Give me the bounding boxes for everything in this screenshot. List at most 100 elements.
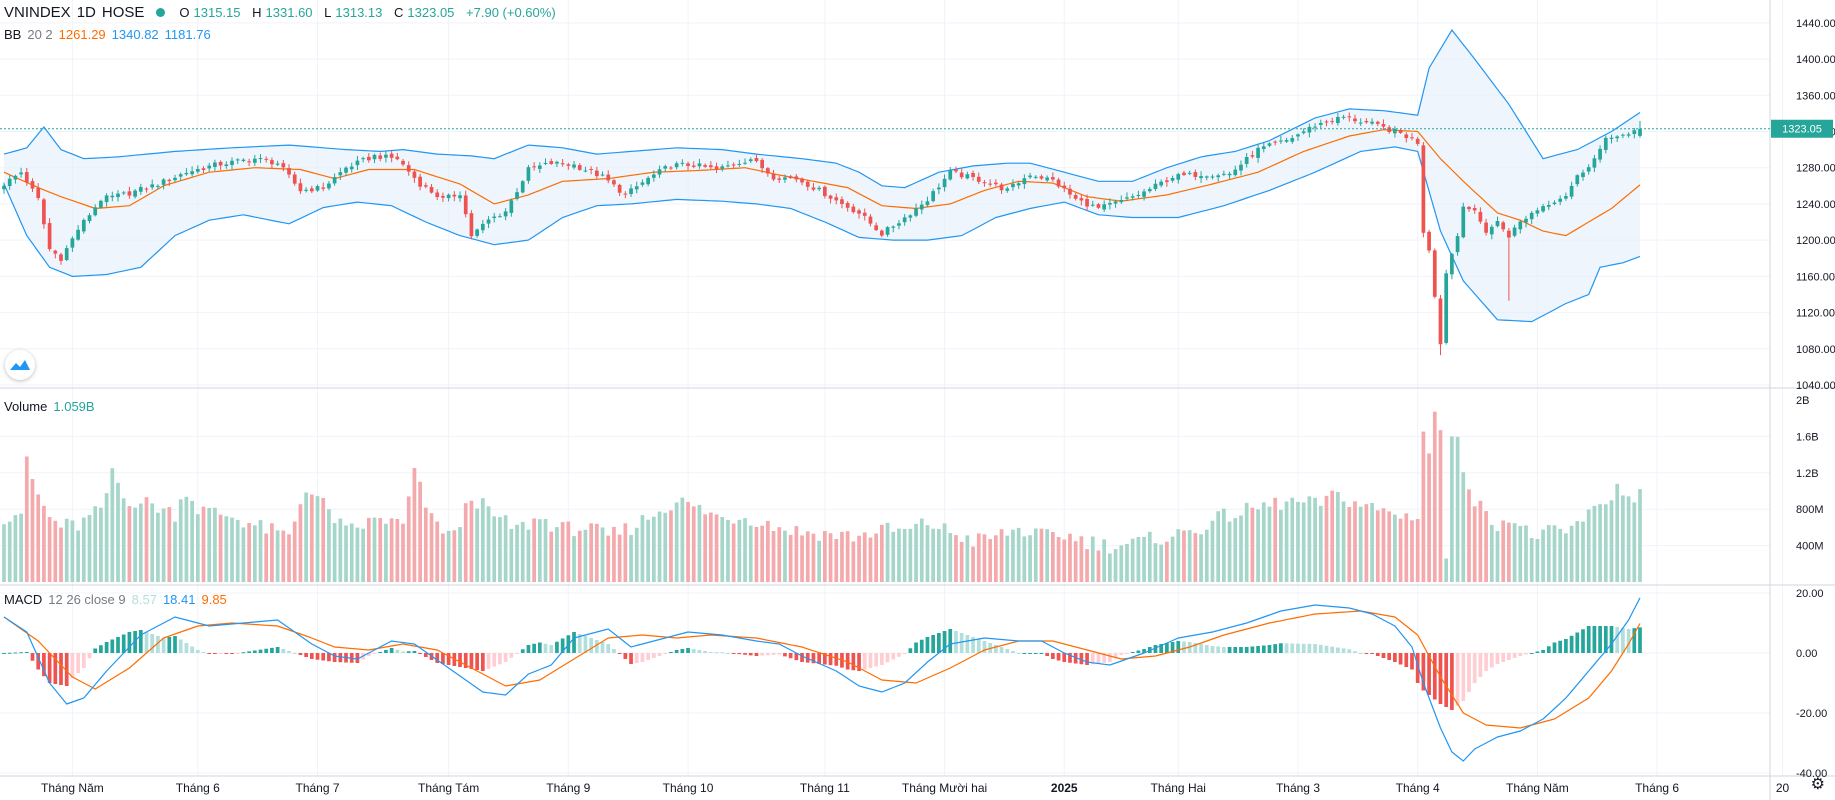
macd-legend[interactable]: MACD 12 26 close 9 8.57 18.41 9.85: [4, 592, 227, 607]
macd-signal-value: 9.85: [201, 592, 227, 607]
symbol-name[interactable]: VNINDEX: [4, 4, 71, 21]
macd-histogram-bar: [1432, 653, 1437, 700]
candle-body: [817, 187, 822, 190]
candle-body: [1016, 183, 1021, 186]
volume-bar: [1256, 509, 1260, 582]
candle-body: [1507, 230, 1511, 238]
candle-body: [475, 229, 479, 236]
candle-body: [1512, 227, 1517, 236]
macd-histogram-bar: [589, 638, 593, 653]
candle-body: [338, 172, 343, 176]
symbol-interval[interactable]: 1D: [76, 4, 96, 21]
macd-histogram-bar: [783, 653, 787, 657]
candle-body: [93, 207, 98, 216]
candle-body: [1318, 123, 1323, 125]
macd-histogram-bar: [1598, 626, 1602, 653]
candle-body: [1467, 206, 1471, 210]
volume-bar: [1564, 533, 1568, 582]
macd-histogram-bar: [526, 645, 531, 653]
macd-histogram-bar: [754, 653, 759, 656]
candle-body: [714, 166, 719, 169]
volume-axis-label: 2B: [1796, 395, 1809, 407]
volume-legend[interactable]: Volume 1.059B: [4, 399, 95, 414]
volume-bar: [1598, 504, 1602, 582]
candle-body: [708, 165, 713, 168]
macd-histogram-bar: [777, 653, 782, 655]
candle-body: [292, 174, 297, 184]
volume-bar: [1056, 536, 1061, 582]
volume-bar: [93, 506, 98, 582]
macd-histogram-bar: [1615, 627, 1620, 653]
volume-bar: [309, 494, 314, 582]
candle-body: [1461, 206, 1466, 238]
candle-body: [309, 188, 314, 192]
macd-histogram-bar: [971, 637, 975, 653]
volume-bar: [99, 507, 103, 582]
volume-bar: [1142, 536, 1146, 582]
candle-body: [646, 177, 650, 185]
macd-histogram: [2, 626, 1642, 710]
candle-body: [948, 170, 953, 180]
volume-bar: [1330, 490, 1335, 582]
volume-bar: [1347, 507, 1352, 582]
volume-bar: [395, 519, 400, 582]
volume-bar: [1478, 500, 1483, 582]
volume-bar: [1421, 431, 1426, 582]
volume-bar: [1415, 519, 1420, 582]
candle-body: [498, 216, 502, 218]
macd-histogram-bar: [1364, 653, 1369, 654]
macd-histogram-bar: [441, 653, 445, 664]
volume-bar: [1227, 521, 1232, 582]
candle-body: [634, 186, 639, 190]
gear-icon[interactable]: ⚙: [1810, 776, 1825, 793]
volume-bar: [173, 521, 177, 582]
candle-body: [868, 216, 873, 224]
volume-bar: [828, 533, 833, 582]
volume-bar: [857, 535, 861, 582]
price-candles: [2, 112, 1642, 356]
bollinger-legend[interactable]: BB 20 2 1261.29 1340.82 1181.76: [4, 27, 211, 42]
volume-bar: [754, 526, 759, 582]
macd-histogram-bar: [235, 653, 240, 654]
macd-histogram-bar: [663, 653, 668, 654]
candle-body: [173, 177, 177, 181]
macd-histogram-bar: [1136, 650, 1141, 653]
volume-bar: [1113, 549, 1118, 582]
volume-axis-label: 800M: [1796, 504, 1824, 516]
macd-histogram-bar: [1079, 653, 1084, 665]
volume-bar: [1444, 558, 1449, 582]
volume-bar: [788, 534, 793, 582]
macd-histogram-bar: [59, 653, 63, 685]
volume-bar: [589, 523, 593, 582]
macd-histogram-bar: [1016, 653, 1021, 654]
candle-body: [1165, 180, 1169, 183]
candle-body: [1358, 122, 1363, 124]
macd-histogram-bar: [1130, 652, 1135, 653]
macd-axis-label: -40.00: [1796, 768, 1827, 780]
volume-bar: [1176, 529, 1181, 582]
volume-bar: [1301, 502, 1306, 582]
tradingview-logo-icon[interactable]: [5, 350, 35, 380]
macd-histogram-bar: [617, 653, 622, 654]
volume-bar: [441, 533, 445, 582]
volume-bar: [834, 538, 839, 582]
candle-body: [629, 188, 633, 194]
market-status-icon: [156, 8, 166, 17]
macd-histogram-bar: [902, 653, 907, 654]
macd-histogram-bar: [298, 653, 303, 655]
volume-bar: [361, 528, 365, 582]
macd-histogram-bar: [1541, 650, 1545, 653]
volume-bar: [366, 517, 371, 582]
candle-body: [463, 195, 468, 215]
volume-bar: [338, 518, 343, 582]
macd-histogram-bar: [674, 650, 679, 653]
volume-bar: [1524, 525, 1528, 582]
candle-body: [1130, 196, 1135, 198]
macd-histogram-bar: [1552, 642, 1557, 653]
volume-bar: [999, 529, 1004, 582]
volume-bar: [156, 512, 160, 582]
candle-body: [1187, 172, 1192, 174]
volume-bar: [469, 500, 474, 582]
bb-fill-area: [4, 30, 1640, 322]
